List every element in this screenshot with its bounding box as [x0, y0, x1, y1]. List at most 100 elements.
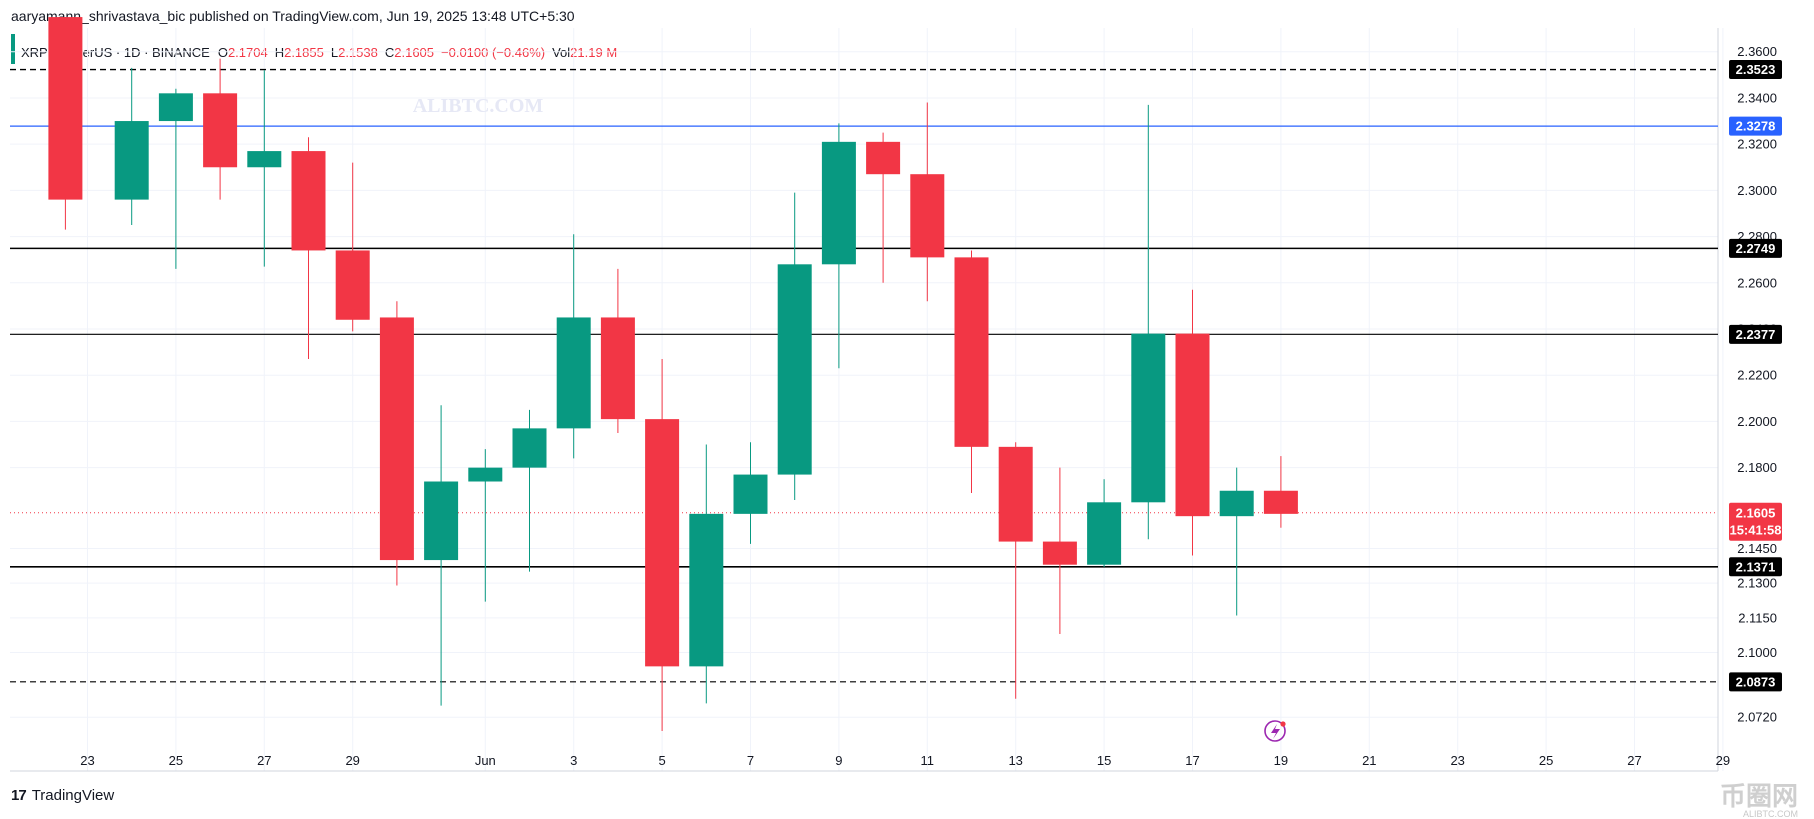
chart-watermark: ALIBTC.COM — [413, 95, 544, 117]
bullish-candle — [114, 67, 149, 226]
bearish-candle — [866, 132, 901, 283]
bullish-candle — [468, 449, 503, 602]
time-tick-label: 23 — [80, 753, 94, 768]
bearish-candle — [203, 58, 238, 200]
legend-color-marker — [11, 34, 15, 64]
bullish-candle — [424, 405, 459, 706]
candle-body — [203, 93, 238, 168]
level-price-tag-text: 2.3278 — [1736, 119, 1776, 134]
time-tick-label: 9 — [835, 753, 842, 768]
bullish-candle — [733, 442, 768, 544]
time-tick-label: 11 — [921, 753, 935, 768]
price-chart[interactable]: ALIBTC.COM 23 25 27 29 Jun 3 5 7 9 11 13 15 17 19 21 23… — [0, 0, 1814, 780]
bearish-candle — [1263, 456, 1298, 528]
time-tick-label: 27 — [1627, 753, 1641, 768]
grid-lines — [10, 28, 1724, 772]
candle-body — [158, 93, 193, 122]
time-tick-label: 27 — [257, 753, 271, 768]
candle-body — [777, 264, 812, 475]
bearish-candle — [1042, 467, 1077, 635]
candles[interactable] — [48, 17, 1298, 732]
time-tick-label: 19 — [1274, 753, 1288, 768]
candle-body — [379, 317, 414, 561]
candle-body — [998, 446, 1033, 542]
time-tick-label: 13 — [1008, 753, 1022, 768]
candle-body — [1219, 490, 1254, 517]
time-tick-label: 29 — [1716, 753, 1730, 768]
corner-watermark-text: 币圈网 — [1719, 781, 1798, 811]
candle-body — [468, 467, 503, 482]
candle-body — [821, 141, 856, 265]
price-tick-label: 2.1150 — [1738, 610, 1777, 625]
price-tick-label: 2.1000 — [1737, 645, 1777, 660]
publish-info: aaryamann_shrivastava_bic published on T… — [11, 8, 575, 24]
bullish-candle — [1087, 479, 1122, 568]
price-tags: 2.3523 2.3278 2.2749 2.2377 2.1371 2.0873 2.16… — [1729, 60, 1782, 692]
candle-body — [1042, 541, 1077, 565]
level-price-tag — [1729, 116, 1782, 136]
price-tick-label: 2.1300 — [1737, 576, 1777, 591]
bearish-candle — [291, 137, 326, 360]
time-tick-label: 25 — [1539, 753, 1553, 768]
candle-body — [335, 250, 370, 320]
bullish-candle — [512, 409, 547, 572]
candle-body — [1131, 333, 1166, 503]
candle-body — [689, 513, 724, 667]
horizontal-levels[interactable] — [10, 68, 1718, 683]
candle-body — [866, 141, 901, 175]
corner-watermark: 币圈网 ALIBTC.COM — [1720, 776, 1798, 819]
time-tick-label: 15 — [1097, 753, 1111, 768]
candle-body — [1087, 502, 1122, 565]
candle-body — [1263, 490, 1298, 514]
time-tick-label: 3 — [570, 753, 577, 768]
bearish-candle — [645, 359, 680, 732]
level-price-tag-text: 2.2749 — [1736, 241, 1776, 256]
price-tick-label: 2.2200 — [1737, 368, 1777, 383]
level-price-tag-text: 2.1371 — [1736, 559, 1776, 574]
time-axis[interactable]: 23 25 27 29 Jun 3 5 7 9 11 13 15 17 19 21 23 25 27 29 — [80, 753, 1730, 768]
price-tick-label: 2.2000 — [1737, 414, 1777, 429]
candle-body — [600, 317, 635, 420]
corner-watermark-sub: ALIBTC.COM — [1742, 809, 1798, 819]
level-price-tag — [1729, 60, 1782, 80]
bullish-candle — [247, 70, 282, 267]
footer-brand: TradingView — [31, 787, 115, 804]
price-tick-label: 2.1450 — [1737, 541, 1777, 556]
candle-body — [247, 151, 282, 168]
bearish-candle — [335, 162, 370, 332]
bearish-candle — [379, 301, 414, 586]
time-tick-label: 25 — [169, 753, 183, 768]
tradingview-logo-icon: 17 — [11, 787, 27, 804]
candle-body — [512, 428, 547, 468]
level-price-tag — [1729, 672, 1782, 692]
bullish-candle — [556, 234, 591, 459]
bullish-candle — [821, 123, 856, 369]
level-price-tag — [1729, 557, 1782, 577]
level-price-tag-text: 2.0873 — [1736, 674, 1776, 689]
candle-body — [556, 317, 591, 429]
tradingview-footer[interactable]: 17 TradingView — [11, 787, 114, 804]
level-price-tag-text: 2.3523 — [1736, 62, 1776, 77]
bullish-candle — [1131, 104, 1166, 540]
time-tick-label: 29 — [345, 753, 359, 768]
time-tick-label: 21 — [1362, 753, 1376, 768]
bearish-candle — [910, 102, 945, 302]
candle-body — [1175, 333, 1210, 517]
candle-body — [114, 121, 149, 200]
price-axis[interactable]: 2.36002.34002.32002.30002.28002.26002.24… — [1737, 44, 1777, 724]
level-price-tag — [1729, 238, 1782, 258]
level-price-tag-text: 2.2377 — [1736, 327, 1776, 342]
flash-icon[interactable] — [1264, 720, 1286, 742]
bullish-candle — [689, 444, 724, 704]
time-tick-label: 5 — [658, 753, 665, 768]
bearish-candle — [1175, 289, 1210, 556]
time-tick-label: 7 — [747, 753, 754, 768]
price-tick-label: 2.3000 — [1737, 183, 1777, 198]
price-tick-label: 2.3600 — [1737, 44, 1777, 59]
candle-body — [291, 151, 326, 251]
price-tick-label: 2.3200 — [1737, 137, 1777, 152]
price-tick-label: 2.3400 — [1737, 90, 1777, 105]
bullish-candle — [158, 88, 193, 269]
candle-body — [733, 474, 768, 514]
time-tick-label: 23 — [1450, 753, 1464, 768]
